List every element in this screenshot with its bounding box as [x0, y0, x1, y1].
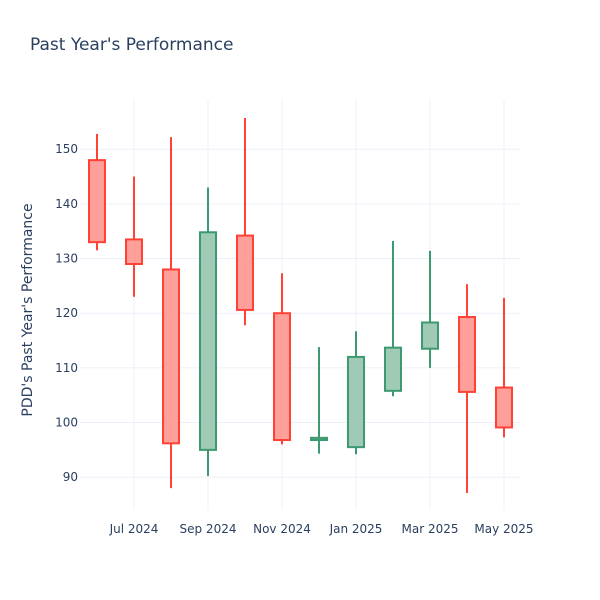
y-tick-label: 140	[55, 197, 78, 211]
candle-body	[347, 355, 365, 449]
chart-title: Past Year's Performance	[30, 35, 234, 55]
candle-body	[125, 238, 143, 265]
candle	[310, 347, 328, 454]
candle-body	[162, 268, 180, 445]
y-tick-label: 150	[55, 142, 78, 156]
candle	[273, 273, 291, 445]
y-tick-label: 100	[55, 416, 78, 430]
candle	[421, 250, 439, 368]
y-axis-title: PDD's Past Year's Performance	[20, 203, 36, 416]
y-tick-label: 90	[63, 470, 78, 484]
candle-body	[458, 316, 476, 393]
x-axis-ticks: Jul 2024 Sep 2024 Nov 2024 Jan 2025 Mar 2025…	[109, 522, 534, 536]
x-tick-label: May 2025	[474, 522, 533, 536]
candle-body	[310, 436, 328, 442]
x-tick-label: Sep 2024	[180, 522, 237, 536]
candle	[236, 118, 254, 326]
y-axis-ticks: 90 100 110 120 130 140 150	[55, 142, 78, 484]
x-tick-label: Jul 2024	[109, 522, 159, 536]
candle	[88, 133, 106, 251]
candle-body	[495, 386, 513, 429]
candle-body	[421, 321, 439, 350]
y-tick-label: 130	[55, 252, 78, 266]
candle	[125, 176, 143, 297]
x-tick-label: Jan 2025	[329, 522, 383, 536]
candle-body	[88, 159, 106, 244]
candle-body	[236, 234, 254, 311]
x-tick-label: Nov 2024	[253, 522, 311, 536]
candle	[458, 284, 476, 494]
candle	[199, 187, 217, 477]
candle	[384, 241, 402, 397]
candle-body	[199, 231, 217, 451]
y-tick-label: 110	[55, 361, 78, 375]
gridlines	[80, 100, 520, 510]
x-tick-label: Mar 2025	[402, 522, 459, 536]
candle	[162, 137, 180, 489]
candles	[88, 118, 513, 494]
y-tick-label: 120	[55, 306, 78, 320]
candle-body	[273, 312, 291, 442]
candle-body	[384, 346, 402, 392]
candle	[495, 297, 513, 438]
candle	[347, 331, 365, 455]
